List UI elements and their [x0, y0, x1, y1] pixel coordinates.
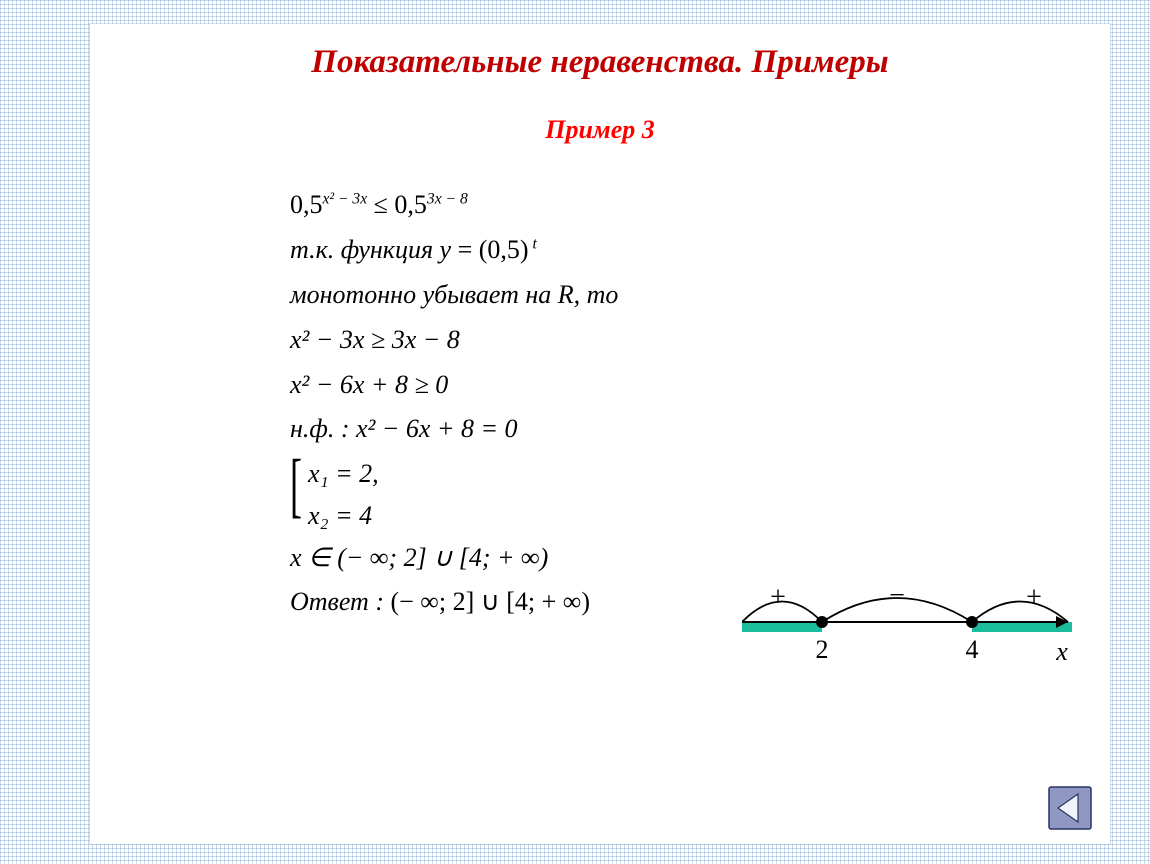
fill-left: [742, 622, 822, 632]
sign-1: +: [770, 582, 786, 613]
line2-exp: t: [529, 235, 537, 252]
root-1: x₁ = 2,: [308, 453, 379, 495]
sign-3: +: [1026, 582, 1042, 613]
nf-prefix: н.ф. :: [290, 414, 356, 443]
answer-value: (− ∞; 2] ∪ [4; + ∞): [390, 587, 590, 616]
sign-diagram: + − + 2 4 x: [742, 566, 1082, 676]
axis-label: x: [1055, 637, 1068, 666]
line2-prefix: т.к. функция: [290, 235, 440, 264]
back-button[interactable]: [1048, 786, 1092, 830]
nf-eq: x² − 6x + 8 = 0: [356, 414, 518, 443]
math-line-9: Ответ : (− ∞; 2] ∪ [4; + ∞): [290, 581, 618, 624]
root-2: x₂ = 4: [308, 495, 379, 537]
line2-paren: (0,5): [479, 235, 529, 264]
pt-label-1: 2: [816, 635, 829, 664]
exp-1: x² − 3x: [323, 190, 368, 207]
base-1: 0,5: [290, 190, 323, 219]
math-block: 0,5x² − 3x ≤ 0,53x − 8 т.к. функция y = …: [290, 184, 618, 626]
math-line-8: x ∈ (− ∞; 2] ∪ [4; + ∞): [290, 537, 618, 580]
slide: Показательные неравенства. Примеры Приме…: [0, 0, 1150, 864]
arc-right: [972, 602, 1068, 623]
rel-1: ≤: [367, 190, 394, 219]
answer-label: Ответ :: [290, 587, 390, 616]
base-2: 0,5: [394, 190, 427, 219]
math-line-5: x² − 6x + 8 ≥ 0: [290, 364, 618, 407]
pt-label-2: 4: [966, 635, 979, 664]
math-line-3: монотонно убывает на R, то: [290, 274, 618, 317]
content-panel: Показательные неравенства. Примеры Приме…: [90, 24, 1110, 844]
left-bracket-glyph: [: [290, 453, 302, 536]
exp-2: 3x − 8: [427, 190, 468, 207]
sign-2: −: [889, 580, 905, 611]
math-line-6: н.ф. : x² − 6x + 8 = 0: [290, 408, 618, 451]
roots-bracket: [ x₁ = 2, x₂ = 4: [290, 453, 618, 536]
line2-var: y: [440, 235, 452, 264]
math-line-2: т.к. функция y = (0,5) t: [290, 229, 618, 272]
slide-subtitle: Пример 3: [90, 115, 1110, 145]
math-line-4: x² − 3x ≥ 3x − 8: [290, 319, 618, 362]
line2-eq: =: [451, 235, 479, 264]
slide-title: Показательные неравенства. Примеры: [90, 24, 1110, 81]
math-line-1: 0,5x² − 3x ≤ 0,53x − 8: [290, 184, 618, 227]
